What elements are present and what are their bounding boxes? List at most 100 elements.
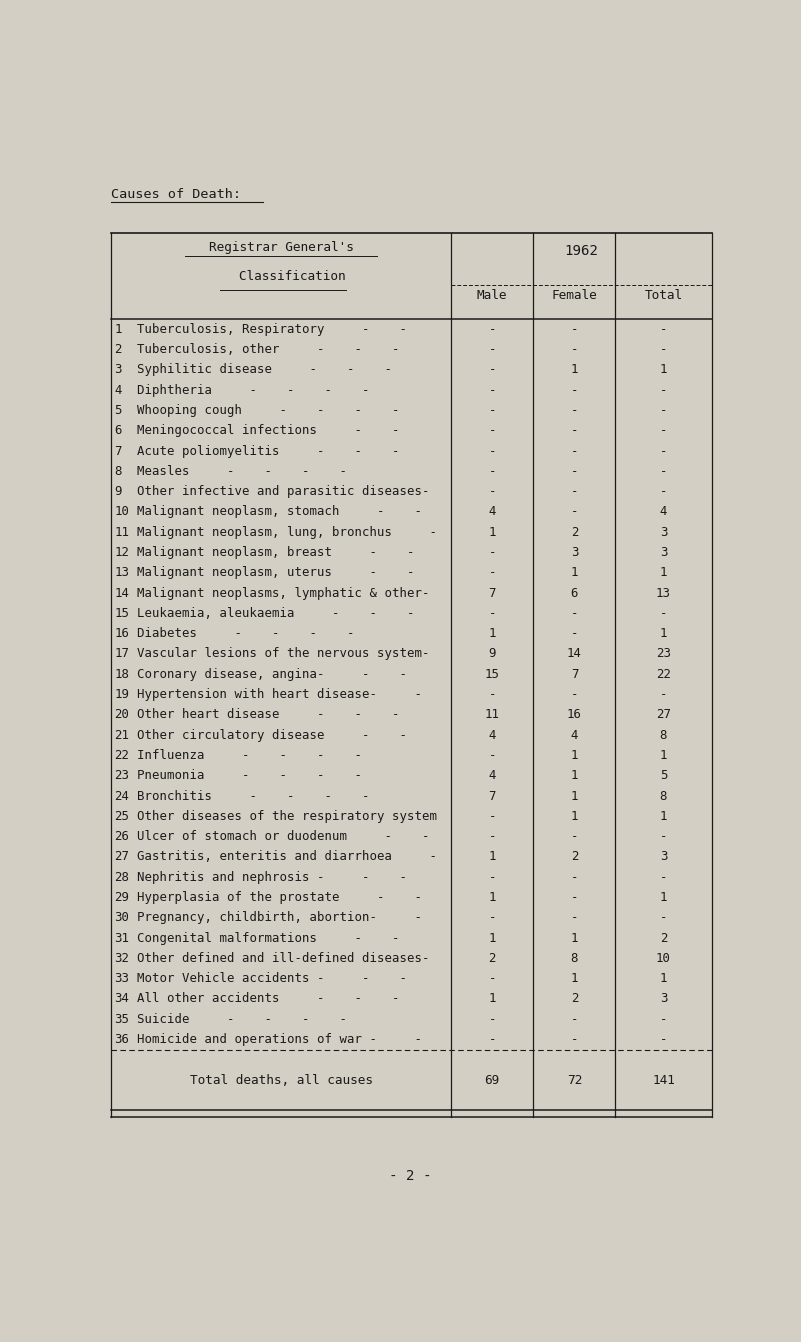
Text: 8: 8 [660,729,667,742]
Text: 2: 2 [570,526,578,538]
Text: 34: 34 [115,993,130,1005]
Text: Classification: Classification [216,270,346,283]
Text: Other infective and parasitic diseases-: Other infective and parasitic diseases- [138,486,430,498]
Text: 1: 1 [570,809,578,823]
Text: 1: 1 [489,627,496,640]
Text: 1: 1 [660,891,667,905]
Text: -: - [570,424,578,437]
Text: 30: 30 [115,911,130,925]
Text: -: - [660,404,667,417]
Text: Hypertension with heart disease-     -: Hypertension with heart disease- - [138,688,422,701]
Text: -: - [489,871,496,884]
Text: 14: 14 [115,586,130,600]
Text: -: - [570,911,578,925]
Text: 1: 1 [489,851,496,863]
Text: Pregnancy, childbirth, abortion-     -: Pregnancy, childbirth, abortion- - [138,911,422,925]
Text: 8: 8 [570,951,578,965]
Text: 4: 4 [115,384,122,397]
Text: 15: 15 [485,668,500,680]
Text: 3: 3 [660,993,667,1005]
Text: Total: Total [645,289,682,302]
Text: 1: 1 [660,627,667,640]
Text: 4: 4 [489,729,496,742]
Text: -: - [570,1013,578,1025]
Text: 1: 1 [489,891,496,905]
Text: -: - [570,688,578,701]
Text: -: - [570,607,578,620]
Text: 5: 5 [115,404,122,417]
Text: 22: 22 [656,668,671,680]
Text: -: - [660,871,667,884]
Text: 13: 13 [656,586,671,600]
Text: 15: 15 [115,607,130,620]
Text: -: - [570,344,578,356]
Text: -: - [660,607,667,620]
Text: -: - [489,384,496,397]
Text: Acute poliomyelitis     -    -    -: Acute poliomyelitis - - - [138,444,400,458]
Text: 1: 1 [660,749,667,762]
Text: -: - [570,464,578,478]
Text: Total deaths, all causes: Total deaths, all causes [190,1074,372,1087]
Text: 11: 11 [115,526,130,538]
Text: -: - [489,364,496,376]
Text: -: - [660,323,667,336]
Text: Other defined and ill-defined diseases-: Other defined and ill-defined diseases- [138,951,430,965]
Text: -: - [489,404,496,417]
Text: 21: 21 [115,729,130,742]
Text: Causes of Death:: Causes of Death: [111,188,241,200]
Text: 1: 1 [570,749,578,762]
Text: -: - [570,627,578,640]
Text: 72: 72 [567,1074,582,1087]
Text: Suicide     -    -    -    -: Suicide - - - - [138,1013,348,1025]
Text: 10: 10 [115,506,130,518]
Text: -: - [660,688,667,701]
Text: -: - [570,506,578,518]
Text: Male: Male [477,289,507,302]
Text: -: - [489,444,496,458]
Text: 4: 4 [489,506,496,518]
Text: -: - [489,911,496,925]
Text: 4: 4 [660,506,667,518]
Text: 1: 1 [570,364,578,376]
Text: 23: 23 [115,769,130,782]
Text: Syphilitic disease     -    -    -: Syphilitic disease - - - [138,364,392,376]
Text: Whooping cough     -    -    -    -: Whooping cough - - - - [138,404,400,417]
Text: Female: Female [552,289,598,302]
Text: 7: 7 [489,789,496,803]
Text: Diabetes     -    -    -    -: Diabetes - - - - [138,627,355,640]
Text: -: - [489,749,496,762]
Text: 7: 7 [570,668,578,680]
Text: 10: 10 [656,951,671,965]
Text: 2: 2 [570,851,578,863]
Text: Coronary disease, angina-     -    -: Coronary disease, angina- - - [138,668,408,680]
Text: -: - [570,486,578,498]
Text: -: - [660,384,667,397]
Text: 1: 1 [660,364,667,376]
Text: -: - [570,831,578,843]
Text: 6: 6 [570,586,578,600]
Text: 3: 3 [660,851,667,863]
Text: 11: 11 [485,709,500,722]
Text: Ulcer of stomach or duodenum     -    -: Ulcer of stomach or duodenum - - [138,831,430,843]
Text: Tuberculosis, Respiratory     -    -: Tuberculosis, Respiratory - - [138,323,408,336]
Text: Bronchitis     -    -    -    -: Bronchitis - - - - [138,789,370,803]
Text: 4: 4 [489,769,496,782]
Text: 17: 17 [115,647,130,660]
Text: 2: 2 [570,993,578,1005]
Text: -: - [489,424,496,437]
Text: 3: 3 [660,526,667,538]
Text: -: - [570,404,578,417]
Text: -: - [570,444,578,458]
Text: - 2 -: - 2 - [389,1169,432,1182]
Text: 7: 7 [115,444,122,458]
Text: 6: 6 [115,424,122,437]
Text: 29: 29 [115,891,130,905]
Text: Pneumonia     -    -    -    -: Pneumonia - - - - [138,769,362,782]
Text: All other accidents     -    -    -: All other accidents - - - [138,993,400,1005]
Text: 5: 5 [660,769,667,782]
Text: 141: 141 [652,1074,675,1087]
Text: 2: 2 [660,931,667,945]
Text: 1: 1 [570,566,578,580]
Text: 23: 23 [656,647,671,660]
Text: -: - [489,1033,496,1045]
